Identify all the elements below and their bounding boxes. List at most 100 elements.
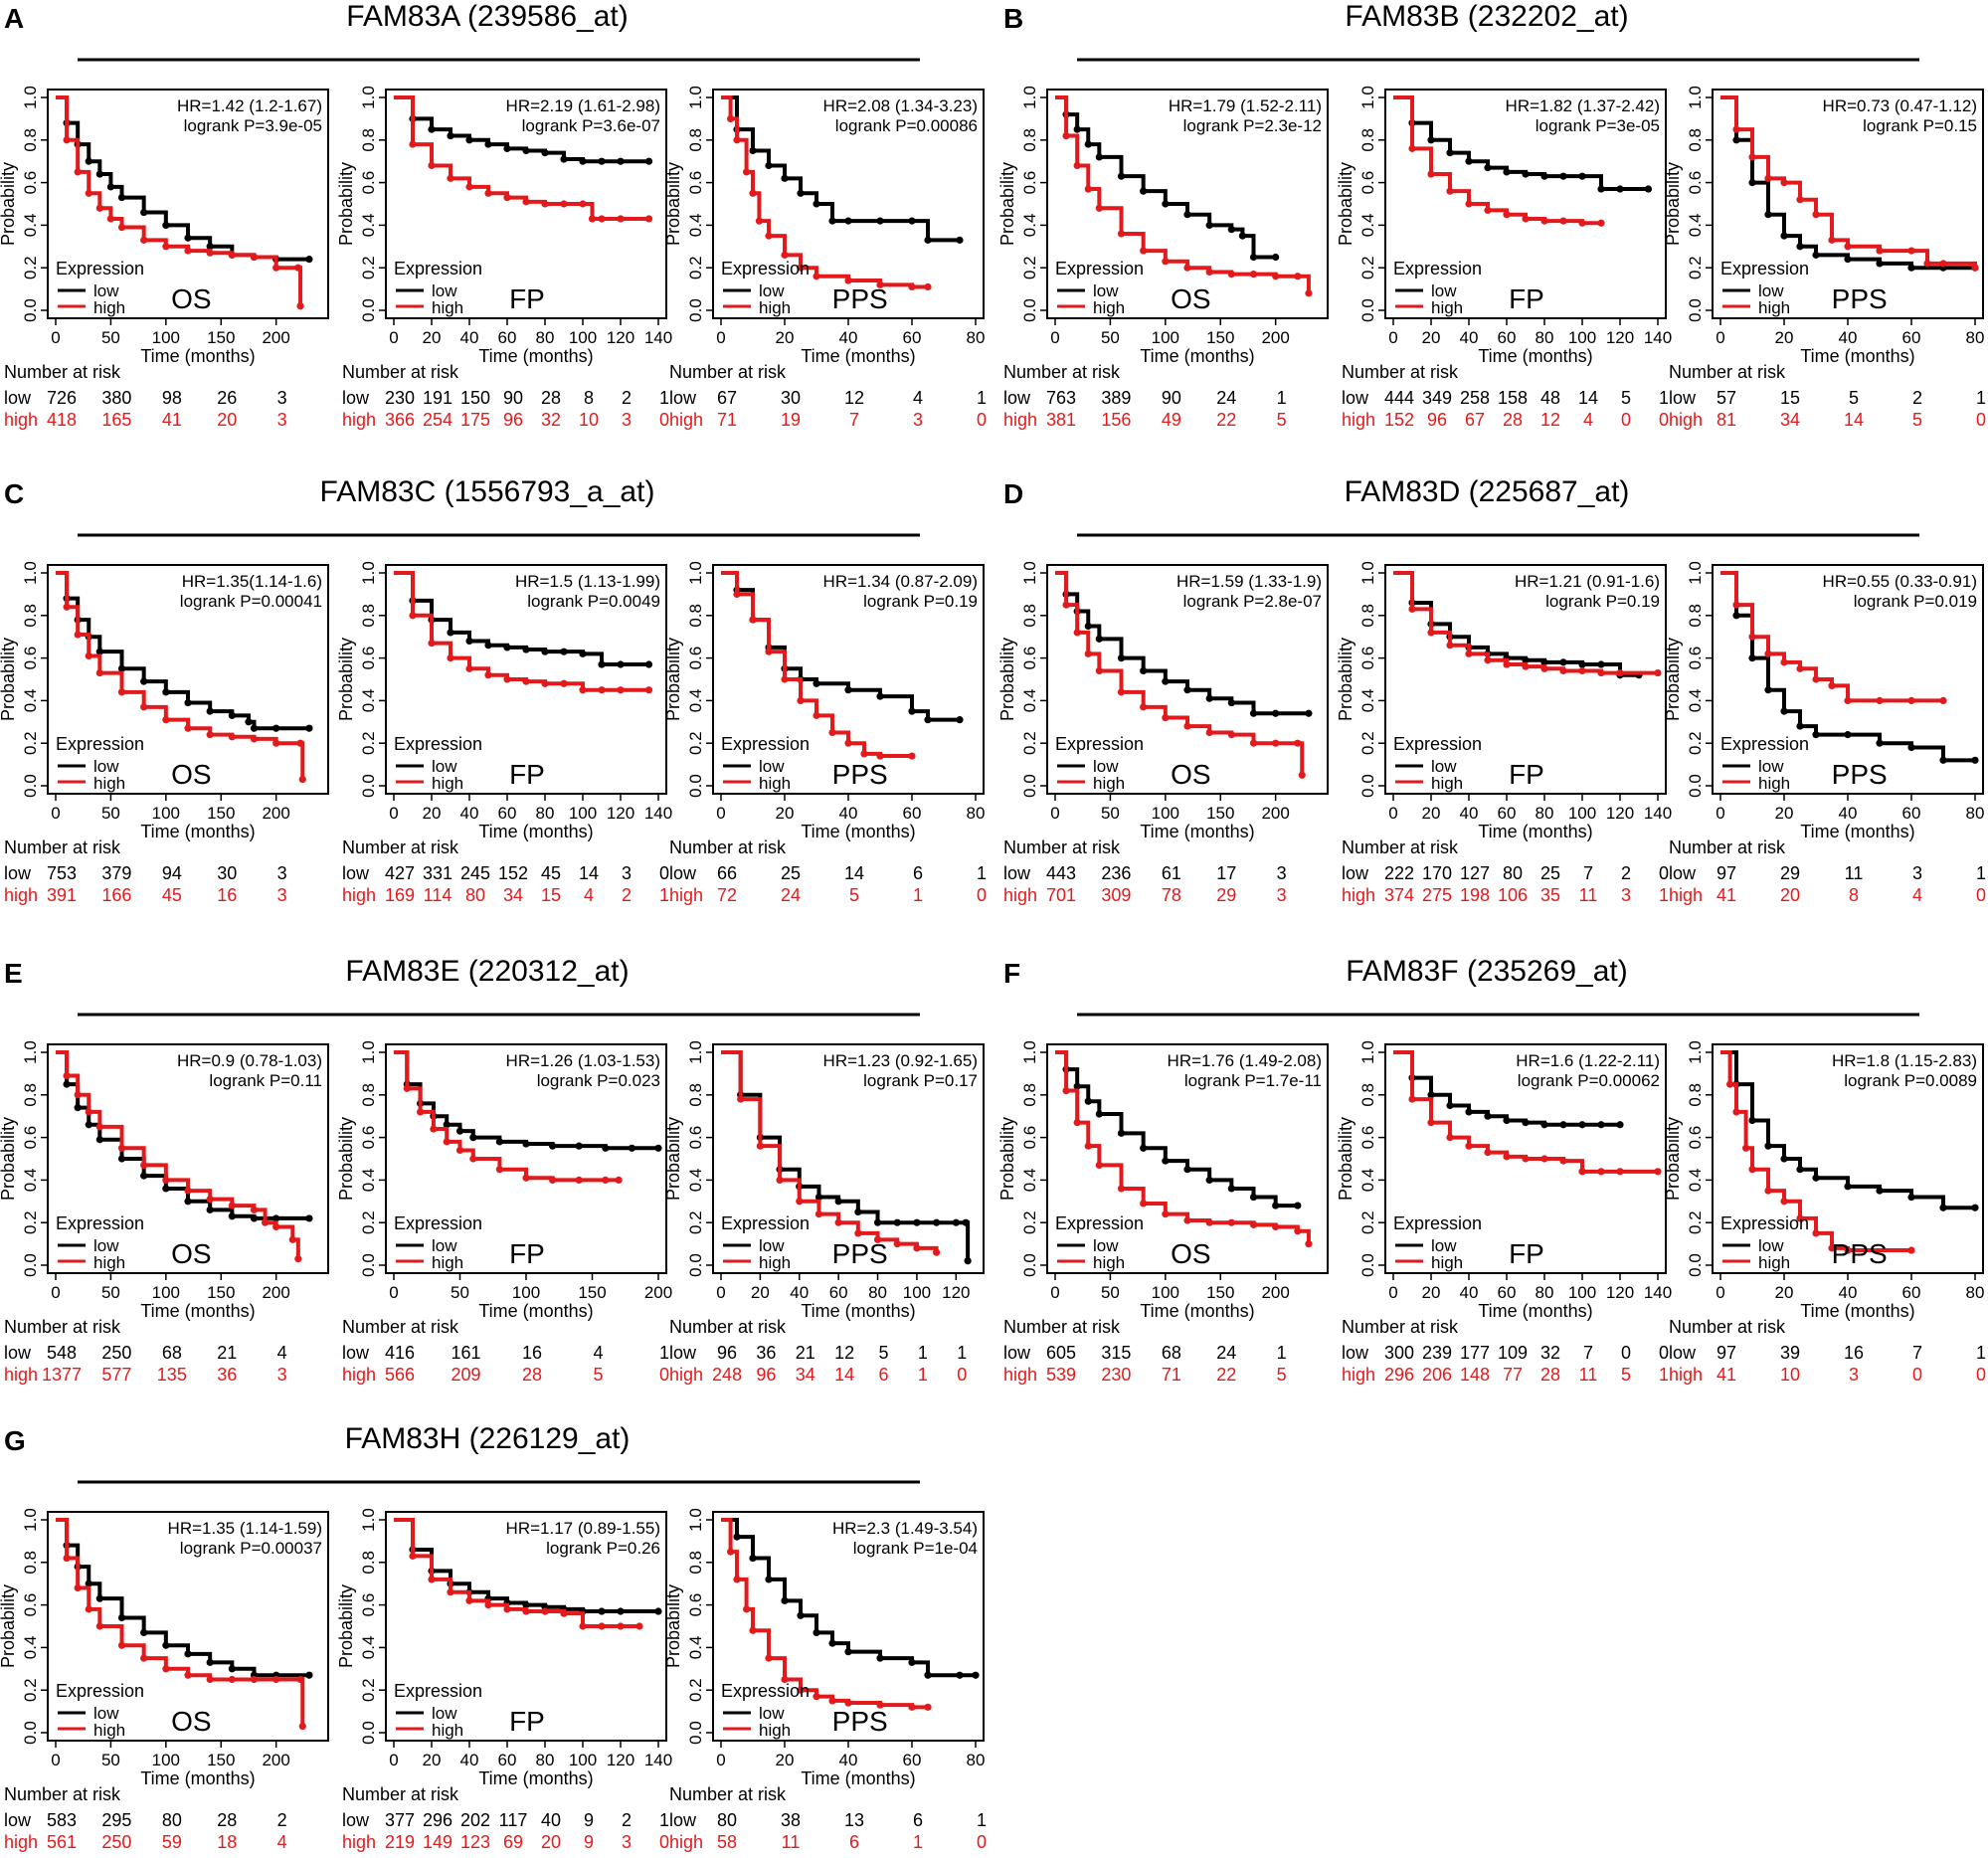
x-tick-label: 40 <box>1839 1283 1858 1302</box>
censor-mark-low <box>1907 743 1915 752</box>
censor-mark-high <box>455 1146 464 1155</box>
censor-mark-high <box>140 236 148 244</box>
x-tick-label: 20 <box>1775 328 1794 347</box>
logrank-label: logrank P=0.0049 <box>527 592 660 611</box>
censor-mark-low <box>876 1654 884 1662</box>
risk-value-high: 209 <box>451 1365 480 1385</box>
censor-mark-low <box>814 1193 823 1202</box>
y-tick-label: 0.6 <box>359 647 378 670</box>
censor-mark-low <box>1522 170 1530 178</box>
risk-value-low: 1 <box>1277 388 1287 408</box>
y-tick-label: 0.0 <box>359 298 378 322</box>
x-tick-label: 20 <box>1422 328 1441 347</box>
censor-mark-low <box>1616 1121 1624 1129</box>
censor-mark-high <box>1183 264 1191 272</box>
risk-row-label-high: high <box>1669 885 1703 905</box>
censor-mark-high <box>876 280 884 288</box>
censor-mark-high <box>298 775 306 784</box>
y-axis-title: Probability <box>0 1117 18 1201</box>
censor-mark-low <box>1732 612 1740 620</box>
censor-mark-low <box>1117 1129 1126 1137</box>
censor-mark-high <box>1227 731 1235 739</box>
censor-mark-high <box>296 1675 304 1684</box>
censor-mark-low <box>184 698 192 707</box>
risk-value-low: 1 <box>1659 388 1669 408</box>
y-tick-label: 1.0 <box>1020 561 1039 585</box>
km-plot-os: 0.0 0.2 0.4 0.6 0.8 1.0 Probability 0 50 100 150 20… <box>0 1040 329 1385</box>
risk-value-low: 444 <box>1384 388 1414 408</box>
risk-value-low: 26 <box>217 388 237 408</box>
endpoint-label: FP <box>1509 759 1544 790</box>
censor-mark-low <box>1140 1144 1148 1152</box>
censor-mark-high <box>1408 605 1416 613</box>
censor-mark-high <box>1726 1080 1734 1088</box>
y-tick-label: 0.4 <box>359 1169 378 1193</box>
x-axis-title: Time (months) <box>478 1768 593 1788</box>
censor-mark-high <box>1117 1185 1126 1193</box>
y-tick-label: 1.0 <box>686 86 705 109</box>
panel-title: FAM83D (225687_at) <box>1345 475 1630 508</box>
censor-mark-high <box>854 1229 862 1237</box>
risk-table-title: Number at risk <box>342 837 459 857</box>
censor-mark-low <box>1205 1176 1213 1184</box>
y-tick-label: 0.4 <box>1020 1169 1039 1193</box>
censor-mark-low <box>85 157 92 165</box>
logrank-label: logrank P=3e-05 <box>1536 116 1660 135</box>
censor-mark-low <box>602 1144 610 1152</box>
x-tick-label: 200 <box>1261 1283 1289 1302</box>
censor-mark-high <box>522 677 530 685</box>
y-tick-label: 0.4 <box>359 214 378 238</box>
censor-mark-low <box>305 1671 313 1679</box>
plot-frame <box>1046 89 1329 319</box>
panel-title: FAM83B (232202_at) <box>1345 0 1628 33</box>
censor-mark-high <box>296 739 304 747</box>
censor-mark-low <box>184 1650 192 1658</box>
legend-label-high: high <box>759 1253 791 1272</box>
censor-mark-high <box>549 1176 557 1184</box>
y-tick-label: 0.4 <box>1686 1169 1705 1193</box>
hr-label: HR=1.8 (1.15-2.83) <box>1832 1051 1977 1070</box>
censor-mark-high <box>635 1622 643 1630</box>
risk-value-high: 77 <box>1503 1365 1523 1385</box>
risk-value-low: 16 <box>522 1343 542 1363</box>
censor-mark-low <box>549 1142 557 1150</box>
censor-mark-high <box>1084 185 1092 193</box>
risk-value-low: 66 <box>717 863 737 883</box>
censor-mark-high <box>272 1222 280 1231</box>
y-tick-label: 0.6 <box>21 1593 40 1617</box>
censor-mark-low <box>1117 654 1126 662</box>
risk-table-title: Number at risk <box>1669 1317 1786 1337</box>
risk-value-low: 17 <box>1216 863 1236 883</box>
censor-mark-high <box>1298 771 1306 779</box>
risk-row-label-low: low <box>342 388 370 408</box>
x-tick-label: 100 <box>569 804 597 823</box>
risk-value-low: 1 <box>977 388 987 408</box>
y-axis-title: Probability <box>1336 1117 1355 1201</box>
y-tick-label: 0.8 <box>1686 1083 1705 1107</box>
censor-mark-high <box>598 686 606 694</box>
legend-title: Expression <box>1055 1213 1144 1233</box>
censor-mark-low <box>117 1155 126 1163</box>
risk-value-high: 114 <box>424 885 452 905</box>
censor-mark-high <box>1764 650 1772 657</box>
censor-mark-high <box>1796 664 1804 672</box>
censor-mark-high <box>447 654 454 662</box>
censor-mark-high <box>1748 153 1756 161</box>
legend-label-high: high <box>432 1721 463 1740</box>
y-tick-label: 0.2 <box>686 1678 705 1702</box>
censor-mark-low <box>1084 140 1092 148</box>
x-tick-label: 60 <box>1498 328 1517 347</box>
risk-value-high: 24 <box>781 885 801 905</box>
risk-value-high: 34 <box>503 885 523 905</box>
risk-value-low: 12 <box>844 388 864 408</box>
km-curve-high <box>56 1050 300 1259</box>
y-tick-label: 0.8 <box>1358 128 1377 152</box>
censor-mark-high <box>1446 642 1454 650</box>
censor-mark-low <box>1484 1112 1492 1120</box>
risk-value-low: 2 <box>1621 863 1631 883</box>
censor-mark-low <box>1446 149 1454 157</box>
risk-value-low: 0 <box>659 863 669 883</box>
censor-mark-low <box>1073 1082 1081 1090</box>
plot-frame <box>385 89 667 319</box>
